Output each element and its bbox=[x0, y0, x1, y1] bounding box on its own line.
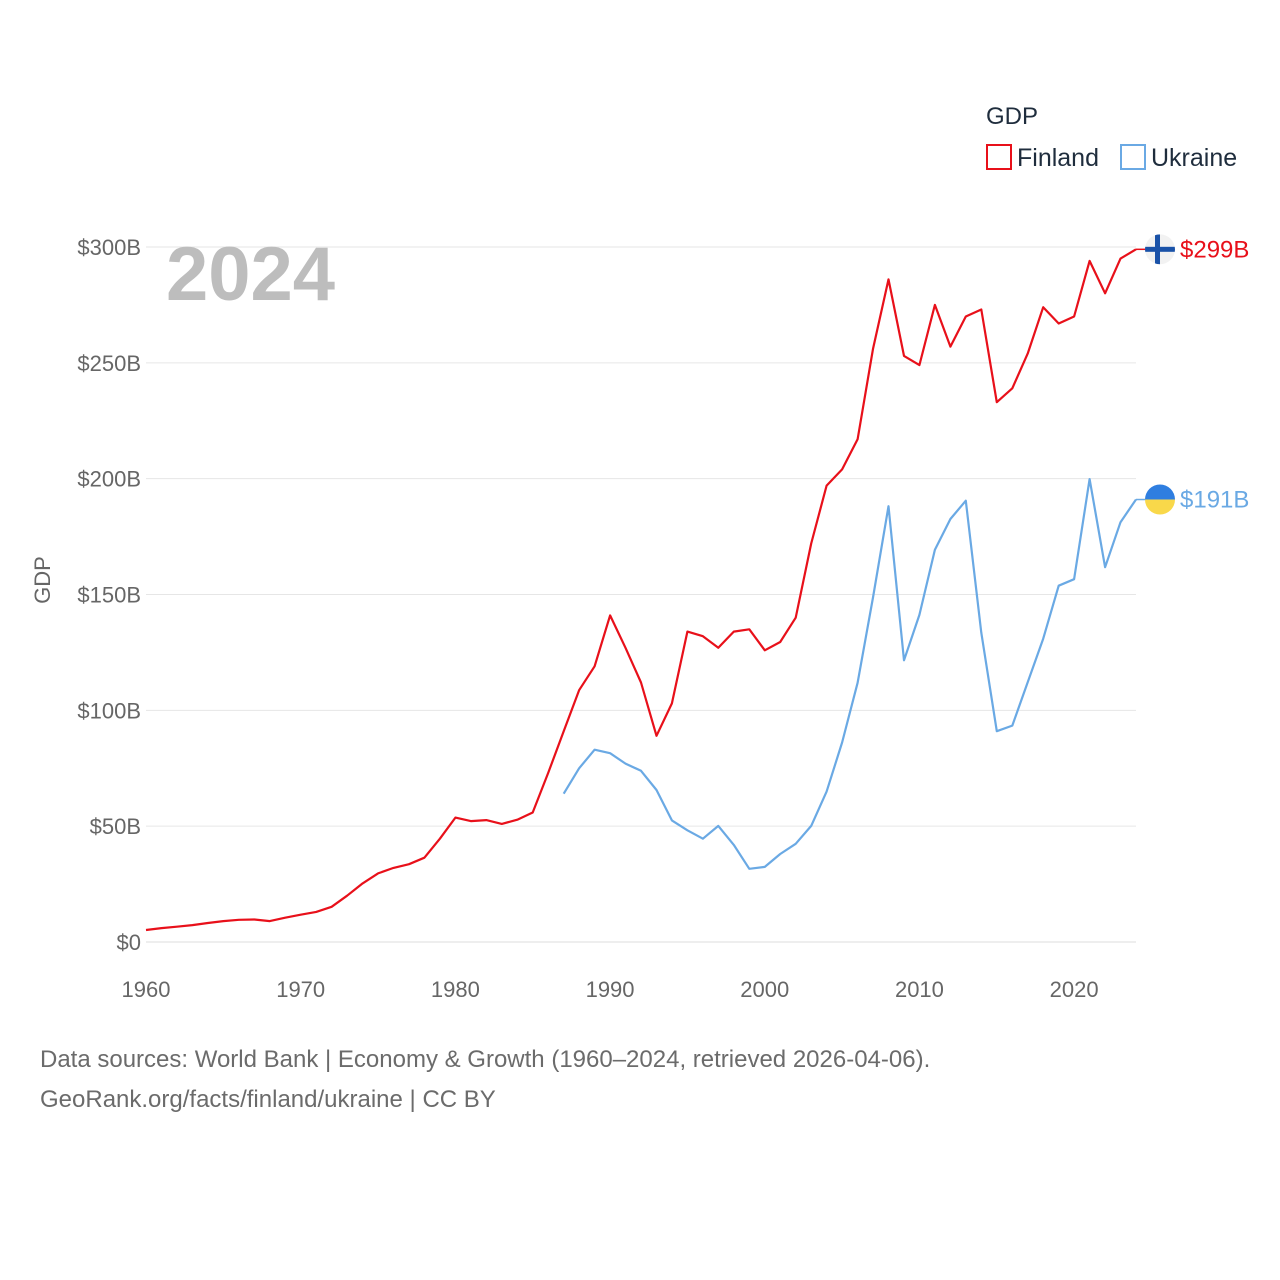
data-source-text: Data sources: World Bank | Economy & Gro… bbox=[40, 1046, 931, 1073]
ukraine-flag-icon bbox=[1145, 484, 1175, 515]
y-tick-label: $100B bbox=[77, 698, 141, 723]
y-tick-label: $200B bbox=[77, 467, 141, 492]
attribution-link[interactable]: GeoRank.org/facts/finland/ukraine | CC B… bbox=[40, 1086, 496, 1113]
x-tick-label: 2020 bbox=[1050, 977, 1099, 1002]
legend-swatch-ukraine bbox=[1120, 144, 1146, 170]
y-tick-label: $300B bbox=[77, 235, 141, 260]
legend-swatch-finland bbox=[986, 144, 1012, 170]
y-tick-label: $50B bbox=[90, 814, 141, 839]
series-line-ukraine[interactable] bbox=[562, 478, 1137, 870]
legend-title: GDP bbox=[986, 103, 1038, 130]
end-label-ukraine: $191B bbox=[1180, 487, 1249, 514]
series-layer bbox=[145, 248, 1137, 932]
x-tick-label: 1960 bbox=[122, 977, 171, 1002]
y-axis-ticks: $0 $50B $100B $150B $200B $250B $300B bbox=[77, 235, 141, 955]
end-labels: $299B $191B bbox=[1136, 234, 1249, 515]
y-axis-label: GDP bbox=[30, 556, 55, 604]
x-tick-label: 2000 bbox=[740, 977, 789, 1002]
x-tick-label: 1990 bbox=[586, 977, 635, 1002]
legend-label-ukraine: Ukraine bbox=[1151, 144, 1237, 172]
legend-item-ukraine[interactable]: Ukraine bbox=[1120, 144, 1237, 172]
y-tick-label: $0 bbox=[117, 930, 141, 955]
end-label-finland: $299B bbox=[1180, 236, 1249, 263]
footer: Data sources: World Bank | Economy & Gro… bbox=[40, 1040, 1240, 1120]
year-label: 2024 bbox=[166, 232, 335, 317]
y-tick-label: $150B bbox=[77, 583, 141, 608]
x-tick-label: 1980 bbox=[431, 977, 480, 1002]
legend-label-finland: Finland bbox=[1017, 144, 1099, 172]
legend[interactable]: GDP Finland Ukraine bbox=[986, 103, 1237, 172]
x-tick-label: 1970 bbox=[276, 977, 325, 1002]
finland-flag-icon bbox=[1145, 234, 1175, 265]
grid-lines bbox=[146, 246, 1136, 943]
legend-item-finland[interactable]: Finland bbox=[986, 144, 1099, 172]
x-axis-ticks: 1960 1970 1980 1990 2000 2010 2020 bbox=[122, 977, 1099, 1002]
x-tick-label: 2010 bbox=[895, 977, 944, 1002]
y-tick-label: $250B bbox=[77, 351, 141, 376]
series-line-finland[interactable] bbox=[145, 248, 1137, 932]
